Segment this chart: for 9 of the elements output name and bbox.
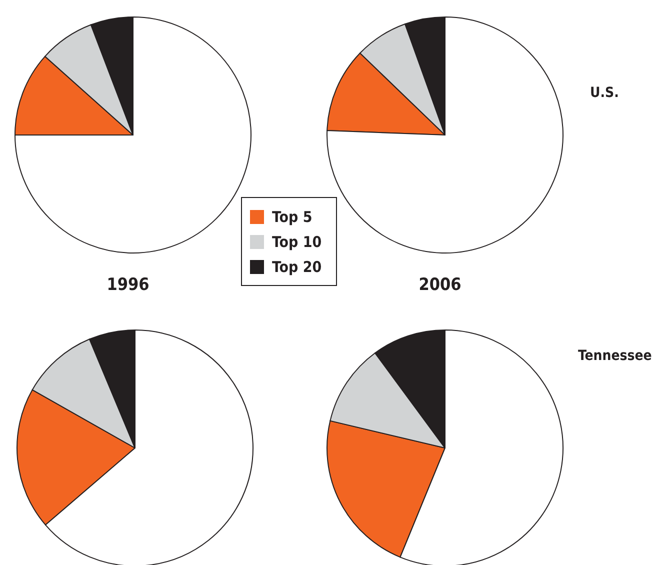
- legend-label: Top 20: [271, 256, 323, 278]
- pie-slice: [14, 16, 252, 254]
- text: 2006: [418, 275, 462, 295]
- text: U.S.: [590, 85, 619, 101]
- text: 1996: [106, 275, 150, 295]
- legend-label: Top 5: [271, 206, 314, 228]
- legend-label: Top 10: [271, 232, 323, 252]
- pie-slice: [326, 16, 564, 254]
- text: Tennessee: [578, 348, 652, 364]
